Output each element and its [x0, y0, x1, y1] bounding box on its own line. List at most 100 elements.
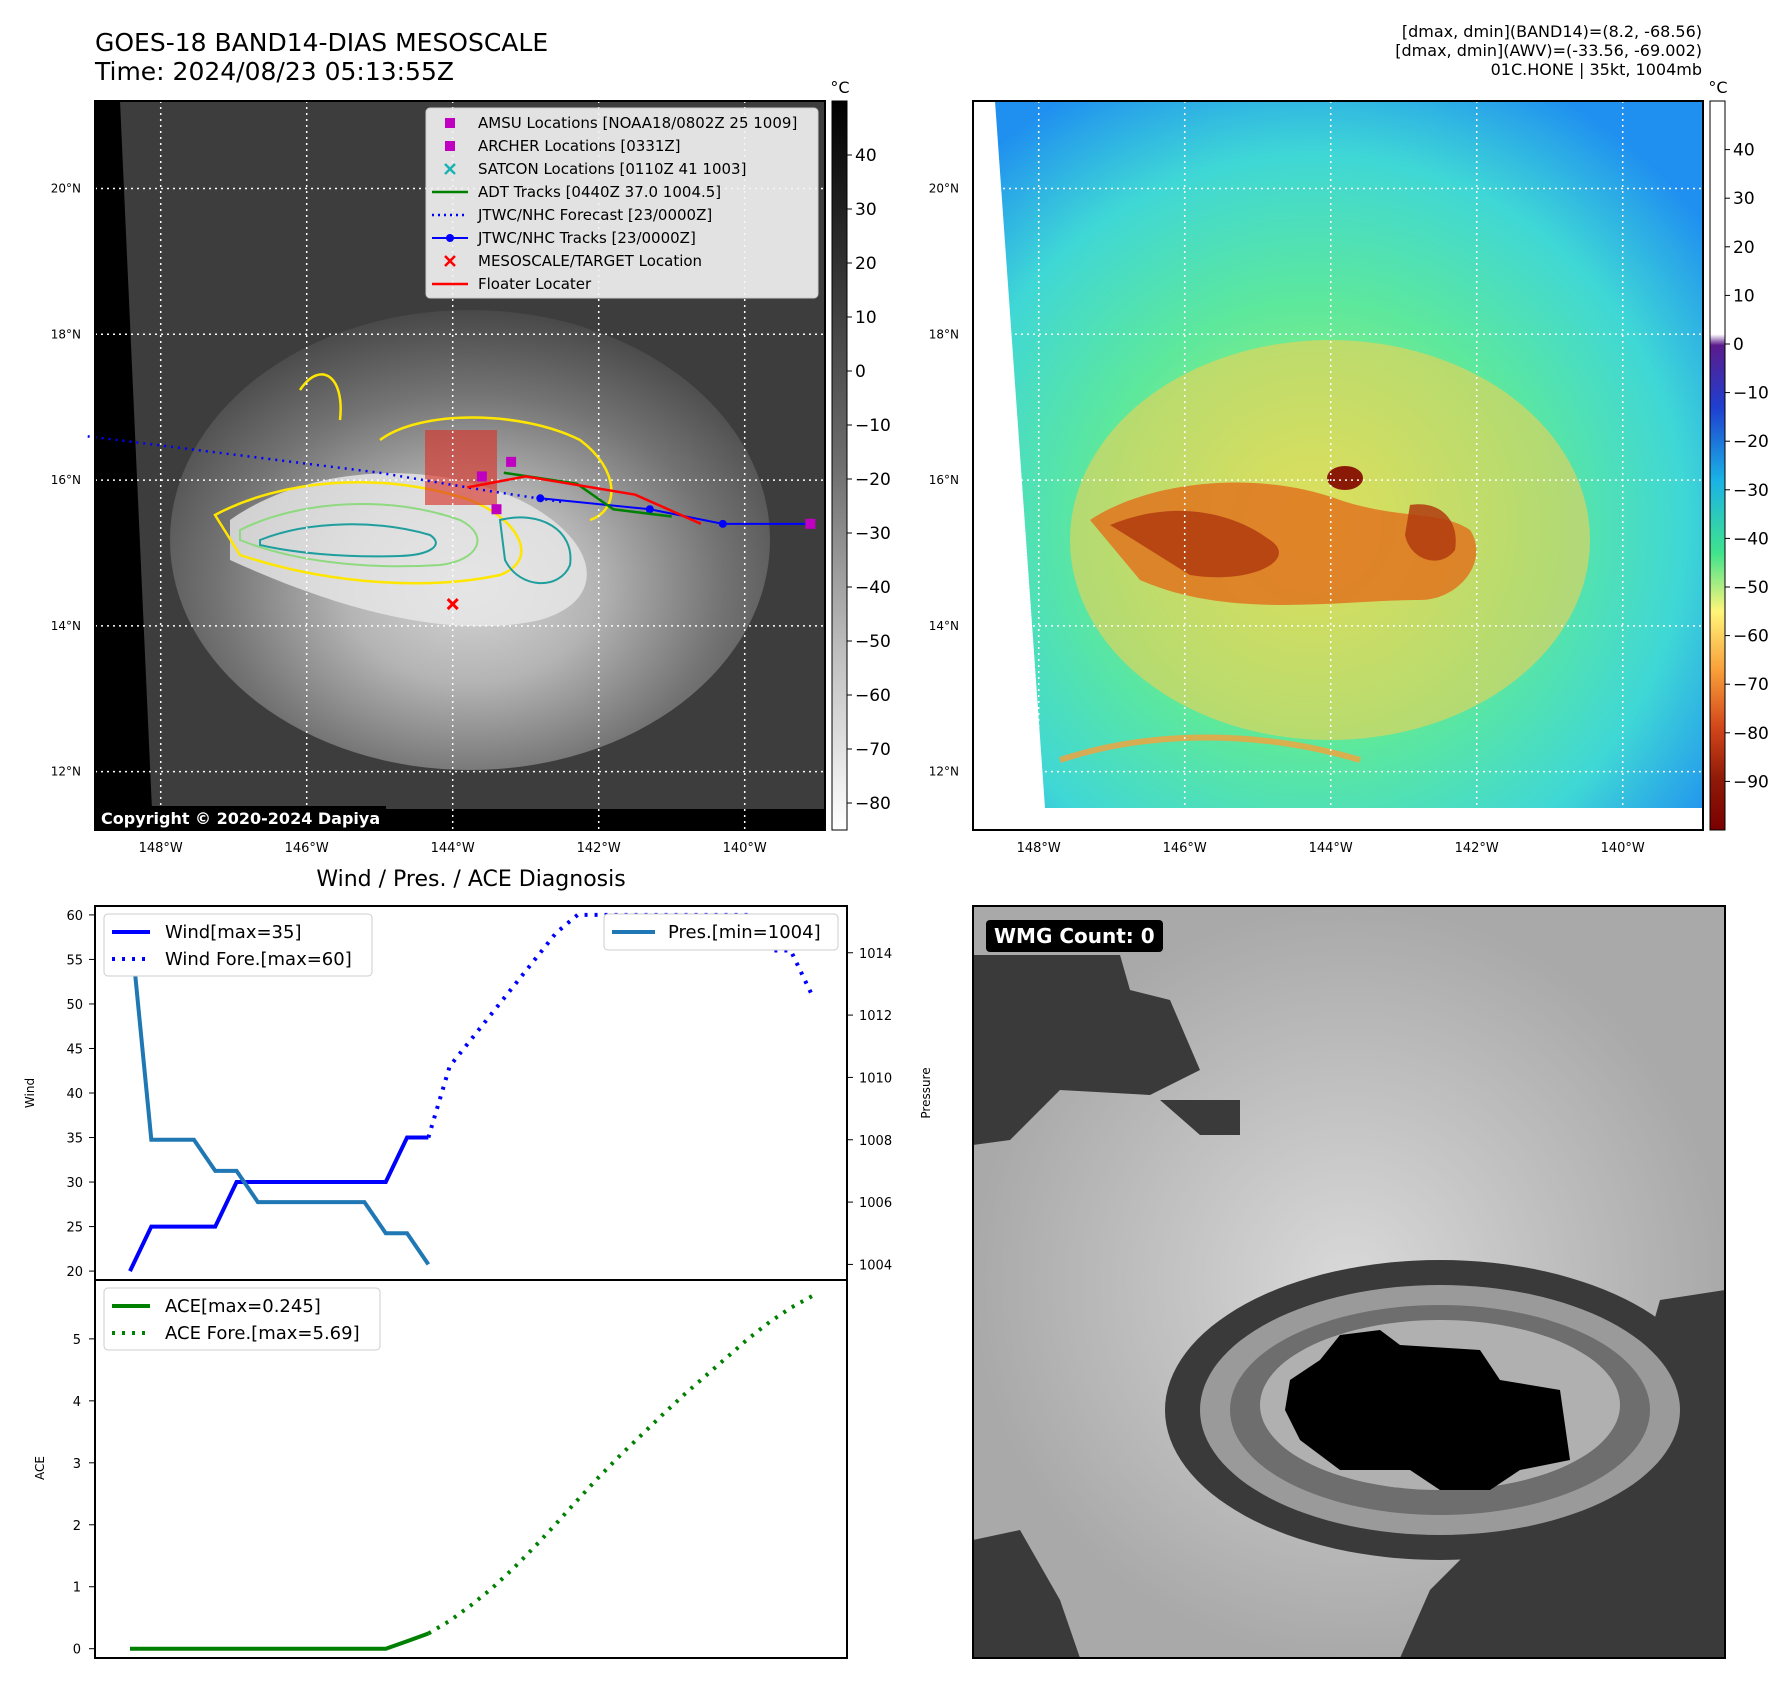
colorbar-tick-label: 30 — [855, 200, 877, 220]
pressure-tick-label: 1004 — [859, 1258, 892, 1273]
amsu-archer-marker — [476, 471, 487, 482]
colorbar-tick-label: −50 — [855, 632, 891, 652]
series-line — [128, 921, 431, 1266]
colorbar-tick-label: 10 — [855, 308, 877, 328]
lat-tick-label: 20°N — [929, 181, 959, 195]
wind-tick-label: 40 — [66, 1087, 83, 1102]
target-location-marker — [446, 597, 459, 611]
amsu-archer-marker — [491, 504, 502, 515]
page-title: GOES-18 BAND14-DIAS MESOSCALE Time: 2024… — [95, 28, 548, 86]
lat-tick-label: 12°N — [51, 765, 81, 779]
ace-legend-box — [103, 1287, 381, 1351]
colorbar-tick-label: −10 — [855, 416, 891, 436]
legend-entry-label: MESOSCALE/TARGET Location — [478, 252, 702, 270]
series-line — [130, 1631, 430, 1651]
info-line-1: [dmax, dmin](BAND14)=(8.2, -68.56) — [1401, 22, 1702, 41]
band14-map: 148°W 146°W 144°W 142°W 140°W 20°N 18°N 16°N 14… — [51, 78, 891, 856]
band14-lon-labels: 148°W 146°W 144°W 142°W 140°W — [139, 841, 767, 856]
legend-entry-label: ADT Tracks [0440Z 37.0 1004.5] — [478, 183, 721, 201]
legend-entry-label: ARCHER Locations [0331Z] — [478, 137, 681, 155]
colorbar-tick-label: −80 — [1733, 724, 1769, 744]
ace-plot: 0 1 2 3 4 5 ACE[max=0.245] ACE Fore.[max=5.69] — [73, 1287, 813, 1658]
awv-colorbar-ticks: 40 30 20 10 0 −10 −20 −30 −40 −50 −60 −70 −80 −90 — [1725, 141, 1769, 792]
awv-lon-labels: 148°W 146°W 144°W 142°W 140°W — [1017, 841, 1645, 856]
band14-colorbar-unit: °C — [830, 78, 849, 97]
contour-teal-2 — [498, 516, 572, 585]
contour-yellow-arc — [379, 416, 613, 522]
best-track-point — [536, 494, 545, 503]
contour-yellow-north — [298, 373, 342, 421]
amsu-archer-marker — [805, 518, 816, 529]
ace-tick-label: 1 — [73, 1581, 81, 1596]
awv-border — [972, 100, 1704, 831]
wind-axis-label: Wind — [23, 1078, 37, 1108]
lon-tick-label: 144°W — [1309, 841, 1353, 856]
band14-colorbar — [831, 100, 848, 831]
copyright-label: Copyright © 2020-2024 Dapiya — [95, 806, 387, 831]
legend-box — [425, 107, 819, 299]
colorbar-tick-label: −40 — [1733, 529, 1769, 549]
legend-x-icon — [444, 255, 456, 267]
colorbar-tick-label: −10 — [1733, 384, 1769, 404]
wmg-panel — [972, 905, 1726, 1659]
floater-box — [425, 430, 497, 505]
pressure-tick-label: 1008 — [859, 1134, 892, 1149]
legend-square-icon — [445, 118, 455, 128]
series-line — [426, 912, 814, 1139]
wmg-dark-patch — [1160, 1100, 1240, 1135]
title-line-2: Time: 2024/08/23 05:13:55Z — [95, 57, 454, 86]
lat-tick-label: 16°N — [929, 473, 959, 487]
lon-tick-label: 140°W — [723, 841, 767, 856]
title-line-1: GOES-18 BAND14-DIAS MESOSCALE — [95, 28, 549, 57]
lon-tick-label: 146°W — [1163, 841, 1207, 856]
ace-axis-label: ACE — [33, 1456, 47, 1480]
legend-entry-label: SATCON Locations [0110Z 41 1003] — [478, 160, 746, 178]
lon-tick-label: 142°W — [1455, 841, 1499, 856]
awv-gridlines — [973, 101, 1703, 830]
colorbar-tick-label: 0 — [855, 362, 866, 382]
legend-entry-label: JTWC/NHC Forecast [23/0000Z] — [477, 206, 712, 224]
wind-tick-label: 60 — [66, 909, 83, 924]
pressure-tick-label: 1012 — [859, 1009, 892, 1024]
lon-tick-label: 146°W — [285, 841, 329, 856]
band14-border — [94, 100, 826, 831]
wv-south-streak — [1059, 734, 1361, 763]
lon-tick-label: 142°W — [577, 841, 621, 856]
ace-legend-label: ACE Fore.[max=5.69] — [165, 1323, 360, 1344]
wmg-imagery — [973, 906, 1725, 1658]
colorbar-tick-label: −80 — [855, 794, 891, 814]
legend-square-icon — [445, 141, 455, 151]
floater-track — [467, 475, 702, 525]
awv-colorbar — [1709, 100, 1726, 831]
pressure-legend-box — [603, 913, 839, 951]
awv-colorbar-unit: °C — [1708, 78, 1727, 97]
ace-legend-label: ACE[max=0.245] — [165, 1296, 321, 1317]
colorbar-tick-label: −70 — [1733, 675, 1769, 695]
colorbar-tick-label: 40 — [855, 146, 877, 166]
colorbar-tick-label: −70 — [855, 740, 891, 760]
colorbar-tick-label: −20 — [1733, 432, 1769, 452]
legend-x-icon — [444, 163, 456, 175]
ace-tick-label: 5 — [73, 1333, 81, 1348]
ace-tick-label: 4 — [73, 1395, 81, 1410]
lat-tick-label: 18°N — [929, 327, 959, 341]
chart-title: Wind / Pres. / ACE Diagnosis — [316, 867, 625, 892]
wmg-dark-nw — [973, 955, 1200, 1145]
pressure-tick-label: 1006 — [859, 1196, 892, 1211]
forecast-track — [87, 435, 563, 504]
info-line-3: 01C.HONE | 35kt, 1004mb — [1490, 60, 1702, 79]
series-line — [128, 1135, 429, 1272]
contour-green — [239, 502, 479, 568]
pressure-axis-label: Pressure — [919, 1067, 933, 1118]
lat-tick-label: 14°N — [51, 619, 81, 633]
pressure-tick-label: 1010 — [859, 1071, 892, 1086]
colorbar-tick-label: −60 — [1733, 627, 1769, 647]
lon-tick-label: 144°W — [431, 841, 475, 856]
wind-tick-label: 35 — [66, 1132, 83, 1147]
lat-tick-label: 12°N — [929, 765, 959, 779]
colorbar-tick-label: −40 — [855, 578, 891, 598]
wmg-dark-sw — [973, 1530, 1080, 1658]
wind-tick-label: 50 — [66, 998, 83, 1013]
colorbar-tick-label: −30 — [1733, 481, 1769, 501]
